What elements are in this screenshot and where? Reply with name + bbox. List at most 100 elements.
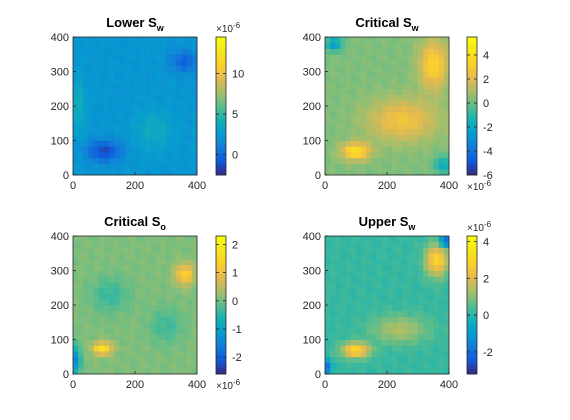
heatmap-cell <box>114 169 120 176</box>
heatmap-cell <box>114 123 120 130</box>
colorbar-segment <box>467 90 477 94</box>
colorbar-segment <box>216 41 226 44</box>
heatmap-cell <box>160 339 167 346</box>
heatmap-cell <box>392 241 398 248</box>
heatmap-cell <box>438 270 445 277</box>
heatmap-cell <box>150 100 157 107</box>
heatmap-cell <box>186 129 193 136</box>
heatmap-cell <box>381 368 388 375</box>
colorbar-segment <box>216 345 226 349</box>
heatmap-cell <box>160 42 167 49</box>
heatmap-cell <box>433 169 440 176</box>
heatmap-cell <box>140 368 146 375</box>
colorbar-tick-label: -1 <box>232 324 242 336</box>
heatmap-cell <box>402 316 409 323</box>
heatmap-cell <box>171 88 177 95</box>
heatmap-cell <box>98 264 105 271</box>
colorbar-segment <box>467 257 477 261</box>
colorbar-segment <box>216 371 226 375</box>
heatmap-cell <box>340 100 347 107</box>
heatmap-cell <box>155 236 162 243</box>
colorbar-segment <box>467 45 477 49</box>
heatmap-cell <box>93 106 100 113</box>
heatmap-cell <box>88 253 95 260</box>
heatmap-cell <box>114 345 120 352</box>
heatmap-cell <box>330 270 336 277</box>
colorbar-segment <box>216 296 226 299</box>
heatmap-cell <box>433 140 440 147</box>
heatmap-cell <box>371 100 378 107</box>
heatmap-cell <box>109 140 115 147</box>
colorbar-exponent: ×10-6 <box>467 220 492 234</box>
heatmap-cell <box>98 169 105 176</box>
heatmap-cell <box>124 322 131 329</box>
heatmap-cell <box>186 236 193 243</box>
heatmap-cell <box>371 77 378 84</box>
heatmap-cell <box>387 322 393 329</box>
heatmap-cell <box>438 299 445 306</box>
heatmap-cell <box>93 241 100 248</box>
heatmap-cell <box>160 287 167 294</box>
heatmap-cell <box>98 345 105 352</box>
heatmap-cell <box>135 322 141 329</box>
heatmap-cell <box>412 368 419 375</box>
heatmap-cell <box>407 48 414 55</box>
heatmap-cell <box>397 328 403 335</box>
heatmap-cell <box>145 310 151 317</box>
heatmap-cell <box>335 333 341 340</box>
heatmap-cell <box>335 60 341 67</box>
heatmap-cell <box>443 305 450 312</box>
colorbar-segment <box>467 371 477 375</box>
heatmap-cell <box>93 71 100 78</box>
heatmap-cell <box>98 71 105 78</box>
heatmap-cell <box>140 37 146 44</box>
heatmap-cell <box>335 247 341 254</box>
heatmap-cell <box>150 111 157 118</box>
heatmap-cell <box>155 368 162 375</box>
heatmap-cell <box>83 316 89 323</box>
heatmap-cell <box>191 94 198 101</box>
heatmap-cell <box>129 368 136 375</box>
heatmap-cell <box>356 111 362 118</box>
heatmap-cell <box>392 106 398 113</box>
colorbar-segment <box>216 114 226 118</box>
heatmap-cell <box>145 247 151 254</box>
heatmap-cell <box>98 100 105 107</box>
heatmap-cell <box>438 362 445 369</box>
colorbar-segment <box>216 251 226 254</box>
heatmap-cell <box>387 111 393 118</box>
colorbar-box <box>215 235 227 375</box>
heatmap-cell <box>407 157 414 164</box>
heatmap-cell <box>438 282 445 289</box>
heatmap-cell <box>325 169 331 176</box>
heatmap-cell <box>433 88 440 95</box>
heatmap-cell <box>155 253 162 260</box>
heatmap-cell <box>166 293 172 300</box>
heatmap-cell <box>140 287 146 294</box>
heatmap-cell <box>412 54 419 61</box>
heatmap-cell <box>140 169 146 176</box>
heatmap-cell <box>387 333 393 340</box>
heatmap-cell <box>78 100 84 107</box>
heatmap-cell <box>361 88 367 95</box>
heatmap-cell <box>109 362 115 369</box>
heatmap-cell <box>171 129 177 136</box>
heatmap-cell <box>155 270 162 277</box>
heatmap-cell <box>371 48 378 55</box>
heatmap-cell <box>387 60 393 67</box>
heatmap-cell <box>335 270 341 277</box>
heatmap-cell <box>392 157 398 164</box>
heatmap-cell <box>135 356 141 363</box>
heatmap-cell <box>361 322 367 329</box>
heatmap-cell <box>160 333 167 340</box>
heatmap-cell <box>176 123 182 130</box>
heatmap-cell <box>381 270 388 277</box>
heatmap-cell <box>129 247 136 254</box>
colorbar-segment <box>467 356 477 360</box>
heatmap-cell <box>443 333 450 340</box>
heatmap-cell <box>356 117 362 124</box>
heatmap-cell <box>186 241 193 248</box>
heatmap-cell <box>171 169 177 176</box>
heatmap-cell <box>114 42 120 49</box>
heatmap-cell <box>104 129 110 136</box>
